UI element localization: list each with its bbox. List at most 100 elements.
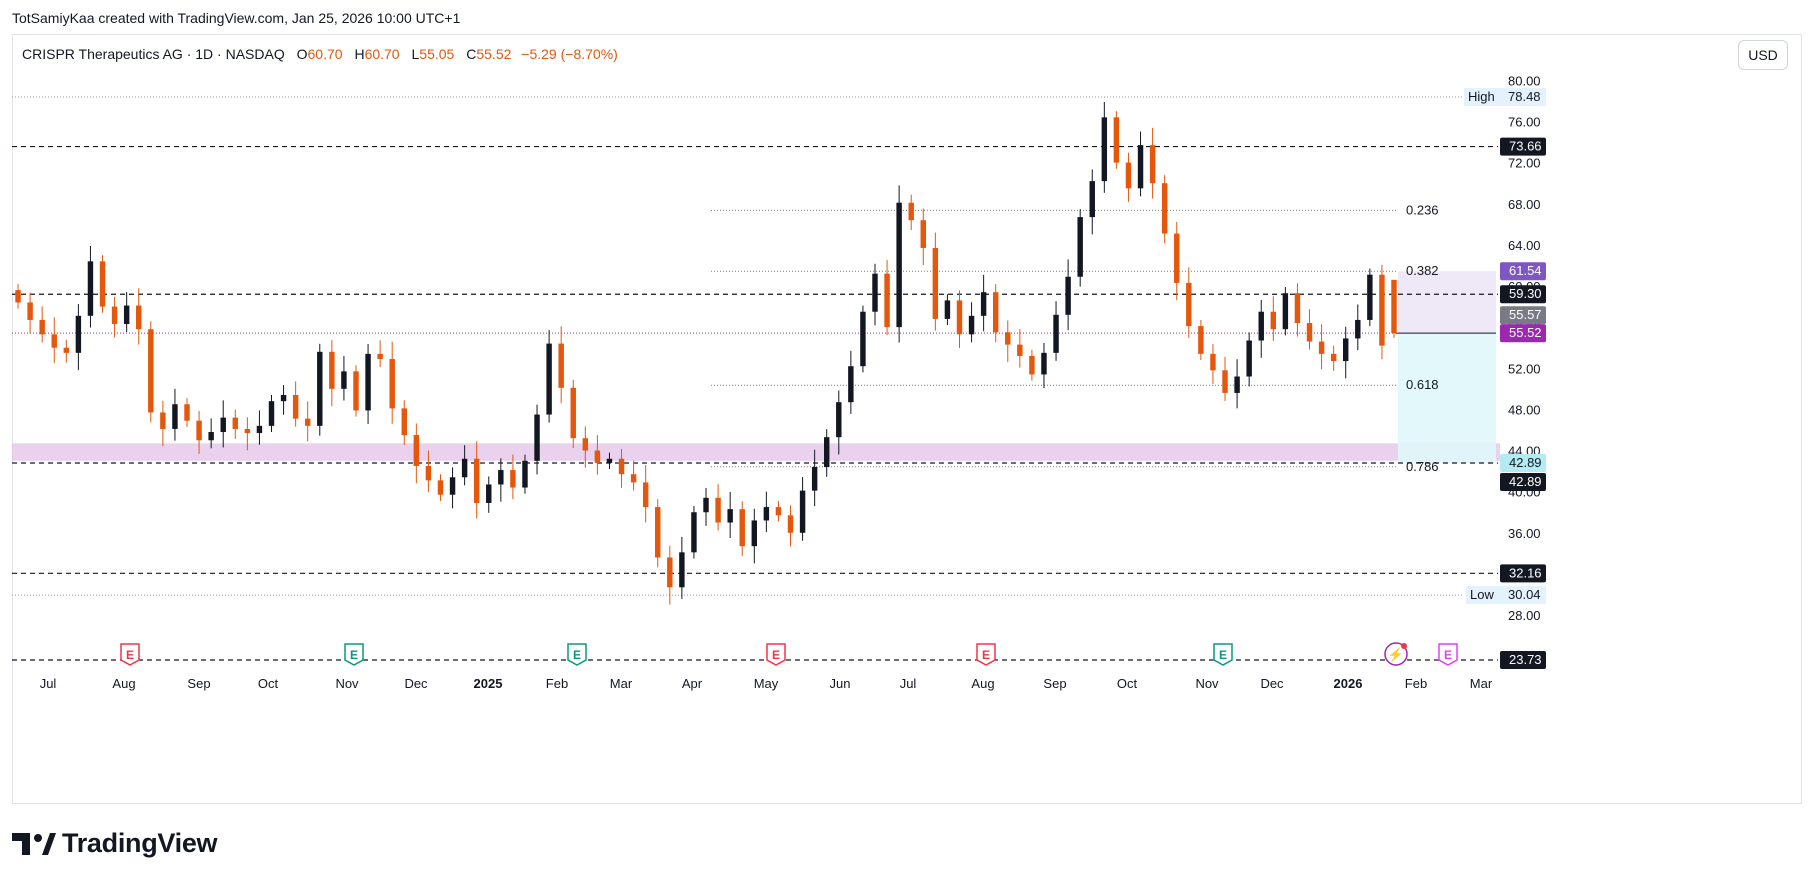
candle-body (510, 470, 516, 488)
candle-body (1282, 293, 1289, 330)
candle-body (582, 438, 589, 451)
candle-body (304, 418, 311, 426)
candle-body (1053, 314, 1059, 353)
open-value: 60.70 (307, 46, 343, 62)
candle-body (1330, 353, 1337, 362)
x-tick-label: Dec (1260, 676, 1284, 691)
candle-body (1258, 311, 1264, 341)
candle-body (99, 261, 106, 307)
candle-body (594, 450, 601, 463)
candle-body (353, 371, 359, 411)
y-tick-label: 72.00 (1508, 156, 1541, 171)
event-marker (1384, 642, 1408, 666)
low-label: L (411, 46, 420, 62)
earnings-marker-label: E (982, 648, 990, 662)
y-tick-label: 68.00 (1508, 197, 1541, 212)
candle-body (449, 477, 456, 495)
high-marker-value: 78.48 (1508, 89, 1541, 104)
low-marker-label: Low (1470, 587, 1494, 602)
support-zone (12, 443, 1500, 461)
candle-body (558, 343, 564, 388)
price-label-box (1500, 453, 1546, 472)
candle-body (1174, 233, 1180, 283)
brand-logo[interactable]: TradingView (12, 828, 218, 859)
candle-body (413, 435, 420, 466)
earnings-marker (1213, 643, 1233, 666)
x-tick-label: Oct (1117, 676, 1138, 691)
x-tick-label: 2025 (474, 676, 503, 691)
candle-body (244, 428, 251, 434)
candle-body (932, 247, 939, 319)
x-tick-label: Jul (40, 676, 57, 691)
candle-body (763, 507, 770, 521)
x-tick-label: May (754, 676, 779, 691)
y-tick-label: 28.00 (1508, 608, 1541, 623)
currency-button[interactable]: USD (1738, 40, 1788, 70)
level-label: 32.16 (1509, 565, 1542, 580)
candle-body (1101, 117, 1108, 182)
candle-body (606, 458, 613, 463)
candle-body (1306, 323, 1313, 342)
symbol-name[interactable]: CRISPR Therapeutics AG · 1D · NASDAQ (22, 46, 285, 62)
x-tick-label: 2026 (1334, 676, 1363, 691)
candle-body (63, 347, 70, 353)
candle-body (655, 507, 661, 558)
candle-body (486, 484, 492, 503)
candle-body (691, 512, 697, 553)
earnings-marker-label: E (1444, 648, 1452, 662)
candle-body (570, 387, 576, 439)
y-tick-label: 36.00 (1508, 526, 1541, 541)
candle-body (908, 202, 914, 221)
candle-body (896, 202, 902, 328)
fib-label: 0.786 (1406, 459, 1439, 474)
candle-body (1186, 282, 1192, 327)
level-label-box (1500, 137, 1546, 156)
candle-body (160, 412, 166, 429)
candle-body (473, 458, 480, 503)
candle-body (1077, 217, 1083, 277)
candle-body (860, 311, 866, 367)
projection-box-upper (1398, 271, 1496, 334)
price-label-box (1500, 262, 1546, 281)
x-tick-label: Aug (112, 676, 135, 691)
fib-label: 0.236 (1406, 202, 1439, 217)
candle-body (1125, 162, 1132, 189)
candle-body (1246, 340, 1252, 377)
candle-body (618, 458, 625, 475)
candle-body (799, 490, 806, 533)
y-tick-label: 52.00 (1508, 361, 1541, 376)
chart-credit: TotSamiyKaa created with TradingView.com… (12, 10, 461, 26)
y-tick-label: 80.00 (1508, 73, 1541, 88)
earnings-marker-label: E (772, 648, 780, 662)
earnings-marker (567, 643, 587, 666)
candle-body (268, 401, 275, 426)
low-marker-value: 30.04 (1508, 587, 1541, 602)
candle-body (522, 460, 528, 488)
chart-frame (12, 34, 1802, 804)
candle-body (1089, 181, 1095, 218)
candle-body (848, 366, 854, 403)
projection-box-lower (1398, 333, 1496, 463)
candle-body (1137, 145, 1144, 189)
x-tick-label: Nov (1195, 676, 1219, 691)
candle-body (1391, 279, 1397, 334)
candle-body (1210, 353, 1216, 371)
earnings-marker (1438, 643, 1458, 666)
earnings-marker (120, 643, 140, 666)
high-value: 60.70 (364, 46, 400, 62)
candle-body (341, 371, 347, 389)
candle-body (836, 402, 842, 438)
candle-body (546, 343, 552, 415)
candle-body (920, 220, 926, 248)
candle-body (944, 300, 951, 319)
x-tick-label: Apr (682, 676, 703, 691)
candle-body (27, 302, 33, 320)
candle-body (787, 515, 794, 533)
flash-icon: ⚡ (1388, 647, 1404, 663)
price-label-box (1500, 306, 1546, 325)
candle-body (1017, 344, 1023, 356)
level-label-box (1500, 651, 1546, 669)
price-label-box (1500, 472, 1546, 491)
price-label-box (1500, 285, 1546, 304)
